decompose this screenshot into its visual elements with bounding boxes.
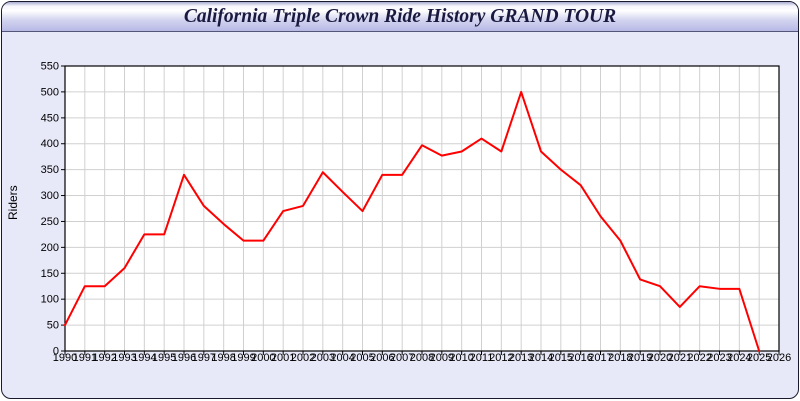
svg-text:150: 150	[41, 268, 59, 280]
svg-text:450: 450	[41, 112, 59, 124]
svg-text:500: 500	[41, 86, 59, 98]
svg-text:200: 200	[41, 242, 59, 254]
svg-text:50: 50	[47, 320, 59, 332]
svg-text:350: 350	[41, 164, 59, 176]
svg-text:550: 550	[41, 61, 59, 73]
svg-text:400: 400	[41, 138, 59, 150]
svg-text:100: 100	[41, 294, 59, 306]
